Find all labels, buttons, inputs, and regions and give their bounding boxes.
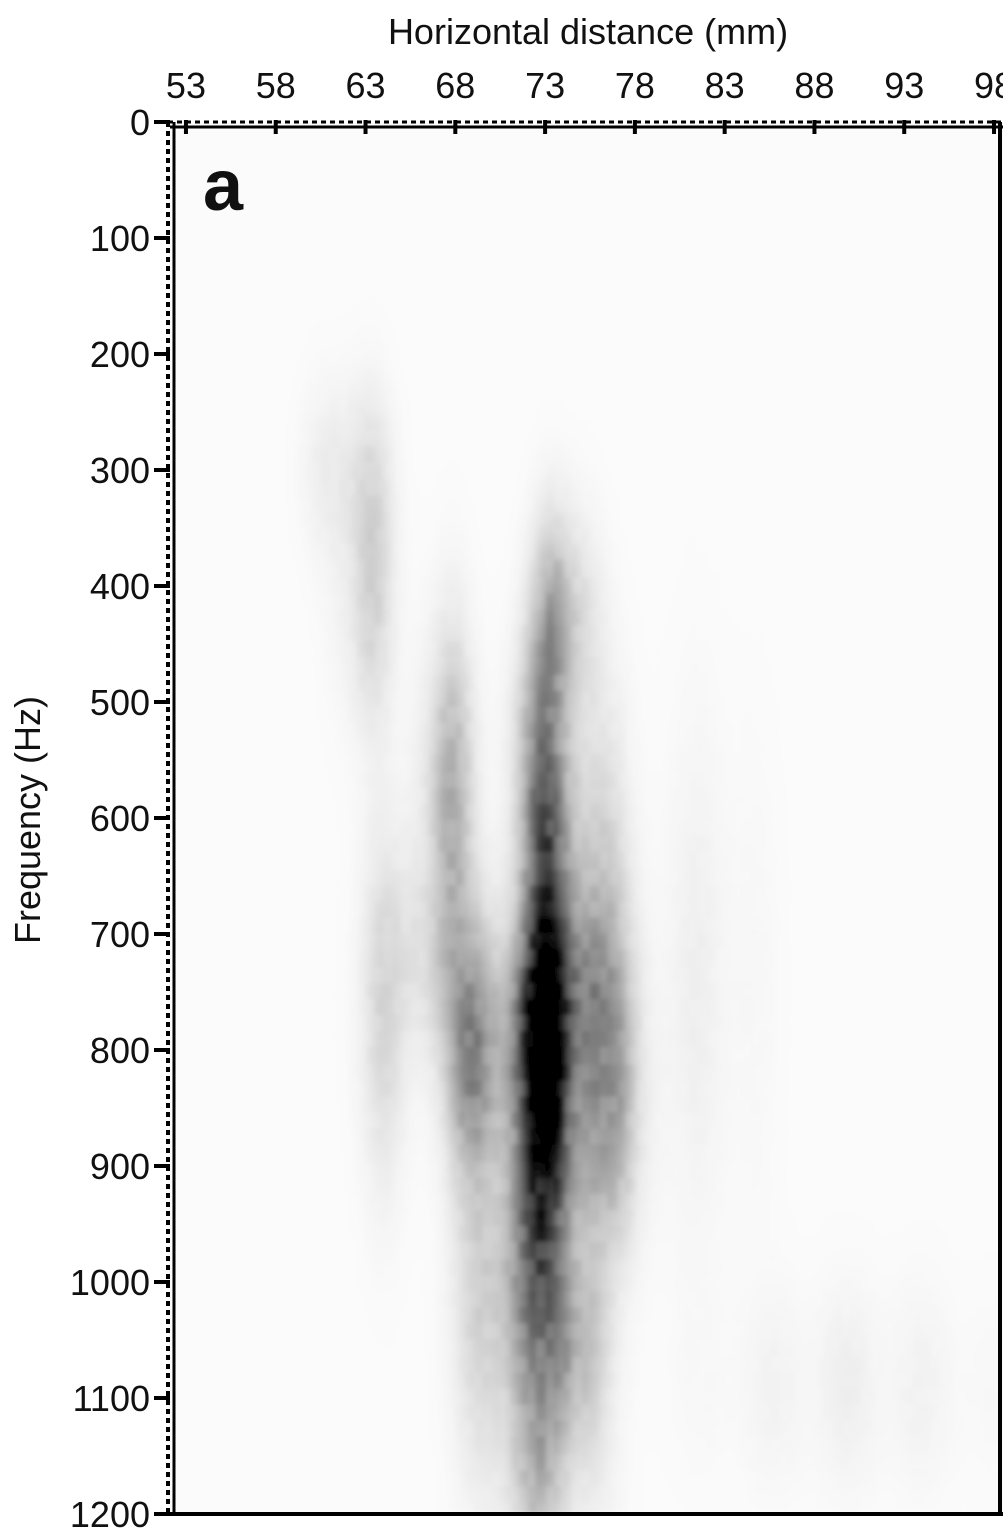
y-axis-ticks: 0 100 200 300 400 500 600 700 800 900 1000 1100 1200 xyxy=(70,102,170,1535)
x-tick-label: 78 xyxy=(615,65,655,106)
x-tick-label: 98 xyxy=(974,65,1003,106)
y-tick-label: 0 xyxy=(130,102,150,143)
y-tick-label: 700 xyxy=(90,914,150,955)
y-tick-label: 1100 xyxy=(73,1378,150,1419)
panel-label: a xyxy=(203,146,244,226)
x-tick-label: 93 xyxy=(884,65,924,106)
heatmap-area xyxy=(168,122,1003,1514)
y-tick-label: 100 xyxy=(90,218,150,259)
x-tick-label: 53 xyxy=(166,65,206,106)
x-tick-label: 68 xyxy=(435,65,475,106)
plot-frame xyxy=(166,120,1003,1516)
x-tick-label: 73 xyxy=(525,65,565,106)
y-tick-label: 900 xyxy=(90,1146,150,1187)
y-tick-label: 1200 xyxy=(70,1494,150,1535)
y-tick-label: 500 xyxy=(90,682,150,723)
x-tick-label: 58 xyxy=(256,65,296,106)
x-axis-title: Horizontal distance (mm) xyxy=(388,11,788,52)
y-tick-label: 200 xyxy=(90,334,150,375)
x-axis-ticks: 53 58 63 68 73 78 83 88 93 98 xyxy=(166,65,1003,134)
y-tick-label: 1000 xyxy=(70,1262,150,1303)
y-tick-label: 400 xyxy=(90,566,150,607)
heatmap-image xyxy=(168,122,1003,1514)
y-tick-label: 800 xyxy=(90,1030,150,1071)
y-tick-label: 300 xyxy=(90,450,150,491)
x-tick-label: 63 xyxy=(346,65,386,106)
x-tick-label: 88 xyxy=(794,65,834,106)
y-tick-label: 600 xyxy=(90,798,150,839)
y-axis-title: Frequency (Hz) xyxy=(7,696,48,944)
x-tick-label: 83 xyxy=(705,65,745,106)
